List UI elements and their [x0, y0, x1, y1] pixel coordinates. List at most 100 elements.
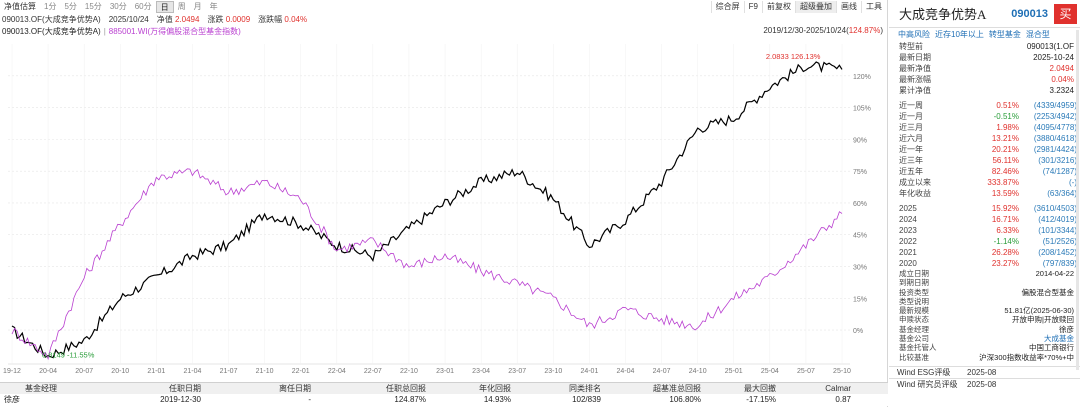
year-row-rank[interactable]: (51/2526)	[1042, 237, 1077, 246]
cell-start-date: 2019-12-30	[160, 395, 201, 404]
tab-60min[interactable]: 60分	[134, 2, 152, 11]
series-line-index[interactable]	[11, 168, 843, 361]
col-manager[interactable]: 基金经理	[25, 384, 57, 393]
series-line-fund[interactable]	[11, 61, 843, 359]
year-row-value: 6.33%	[996, 226, 1019, 235]
tab-30min[interactable]: 30分	[109, 2, 127, 11]
col-max-drawdown[interactable]: 最大回撤	[744, 384, 776, 393]
table-row[interactable]: 徐彦 2019-12-30 - 124.87% 14.93% 102/839 1…	[0, 394, 888, 406]
tag-age[interactable]: 近存10年以上	[935, 30, 984, 39]
performance-chart[interactable]: 0% 15% 30% 45% 60% 75% 90% 105% 120% 19-12 20-04 20…	[0, 38, 888, 382]
detail-value[interactable]: 大成基金	[1044, 334, 1074, 344]
col-total-return[interactable]: 任职总回报	[386, 384, 426, 393]
period-row-rank[interactable]: (63/364)	[1047, 189, 1077, 198]
period-row[interactable]: 年化收益 13.59% (63/364)	[889, 188, 1080, 199]
basic-value: 3.2324	[1049, 86, 1074, 95]
table-header: 基金经理 任职日期 离任日期 任职总回报 年化回报 同类排名 超基准总回报 最大…	[0, 382, 888, 394]
year-row[interactable]: 2024 16.71% (412/4019)	[889, 214, 1080, 225]
buy-button[interactable]: 买	[1054, 3, 1077, 24]
year-row-rank[interactable]: (797/839)	[1042, 259, 1077, 268]
period-row[interactable]: 近三年 56.11% (301/3216)	[889, 155, 1080, 166]
side-scrollbar[interactable]	[1076, 30, 1079, 370]
x-tick-label: 25-07	[797, 368, 815, 375]
period-row-rank[interactable]: (2981/4424)	[1033, 145, 1077, 154]
period-row-label: 成立以来	[899, 178, 931, 187]
basic-value: 0.04%	[1051, 75, 1074, 84]
draw-line-button[interactable]: 画线	[836, 1, 861, 13]
year-row-rank[interactable]: (412/4019)	[1038, 215, 1077, 224]
period-row-rank[interactable]: (4339/4959)	[1033, 101, 1077, 110]
period-row[interactable]: 近六月 13.21% (3880/4618)	[889, 133, 1080, 144]
x-tick-label: 24-01	[580, 368, 598, 375]
year-row[interactable]: 2022 -1.14% (51/2526)	[889, 236, 1080, 247]
y-tick-label: 105%	[853, 106, 871, 113]
col-end-date[interactable]: 离任日期	[279, 384, 311, 393]
tab-5min[interactable]: 5分	[64, 2, 77, 11]
forward-adjust-button[interactable]: 前复权	[762, 1, 795, 13]
year-row-rank[interactable]: (208/1452)	[1038, 248, 1077, 257]
esg-row[interactable]: Wind ESG评级 2025-08	[889, 365, 1080, 378]
tab-15min[interactable]: 15分	[84, 2, 102, 11]
change-value: 0.0009	[225, 15, 251, 24]
max-annotation: 2.0833 126.13%	[766, 52, 821, 61]
period-row[interactable]: 近一年 20.21% (2981/4424)	[889, 144, 1080, 155]
y-tick-label: 45%	[853, 233, 867, 240]
year-row-rank[interactable]: (101/3344)	[1038, 226, 1077, 235]
change-pct-label: 涨跌幅	[258, 15, 283, 24]
year-row-rank[interactable]: (3610/4503)	[1033, 204, 1077, 213]
detail-value	[944, 297, 1074, 306]
col-annual-return[interactable]: 年化回报	[479, 384, 511, 393]
col-start-date[interactable]: 任职日期	[169, 384, 201, 393]
tab-week[interactable]: 周	[177, 2, 186, 11]
x-tick-label: 25-04	[761, 368, 779, 375]
period-row[interactable]: 成立以来 333.87% (-)	[889, 177, 1080, 188]
period-row-rank[interactable]: (4095/4778)	[1033, 123, 1077, 132]
period-row[interactable]: 近一月 -0.51% (2253/4942)	[889, 111, 1080, 122]
period-row[interactable]: 近五年 82.46% (74/1287)	[889, 166, 1080, 177]
manager-table: 基金经理 任职日期 离任日期 任职总回报 年化回报 同类排名 超基准总回报 最大…	[0, 382, 888, 406]
detail-key: 投资类型	[899, 287, 929, 297]
tab-year[interactable]: 年	[209, 2, 218, 11]
tag-transform[interactable]: 转型基金	[988, 30, 1021, 39]
period-row-rank[interactable]: (3880/4618)	[1033, 134, 1077, 143]
detail-row: 比较基准 沪深300指数收益率*70%+中	[889, 353, 1080, 362]
col-rank[interactable]: 同类排名	[569, 384, 601, 393]
basic-value: 090013(1.OF	[1026, 42, 1074, 51]
cell-total-return: 124.87%	[394, 395, 426, 404]
tab-nav-estimate[interactable]: 净值估算	[4, 2, 36, 11]
y-tick-label: 90%	[853, 137, 867, 144]
tag-risk[interactable]: 中高风险	[898, 30, 930, 39]
esg-row[interactable]: Wind 研究员评级 2025-08	[889, 377, 1080, 390]
year-row[interactable]: 2020 23.27% (797/839)	[889, 258, 1080, 269]
y-tick-label: 0%	[853, 328, 863, 335]
period-row[interactable]: 近三月 1.98% (4095/4778)	[889, 122, 1080, 133]
tab-month[interactable]: 月	[193, 2, 202, 11]
legend-series-index[interactable]: 885001.WI(万得偏股混合型基金指数)	[108, 27, 241, 36]
legend-series-fund[interactable]: 090013.OF(大成竞争优势A)	[2, 27, 101, 36]
period-row-rank[interactable]: (74/1287)	[1042, 167, 1077, 176]
year-row-label: 2022	[899, 237, 917, 246]
tab-day[interactable]: 日	[155, 1, 174, 13]
f9-button[interactable]: F9	[743, 1, 762, 13]
year-row[interactable]: 2023 6.33% (101/3344)	[889, 225, 1080, 236]
fund-code[interactable]: 090013	[1011, 7, 1048, 20]
detail-value: 徐彦	[1059, 324, 1074, 334]
year-row-label: 2021	[899, 248, 917, 257]
tools-button[interactable]: 工具	[861, 1, 886, 13]
period-row-rank[interactable]: (-)	[1069, 178, 1077, 187]
detail-value: 51.81亿(2025-06-30)	[1004, 306, 1074, 316]
year-row[interactable]: 2025 15.92% (3610/4503)	[889, 203, 1080, 214]
col-calmar[interactable]: Calmar	[825, 384, 851, 393]
period-row[interactable]: 近一周 0.51% (4339/4959)	[889, 100, 1080, 111]
year-row-label: 2024	[899, 215, 917, 224]
col-excess-return[interactable]: 超基准总回报	[653, 384, 701, 393]
nav-label: 净值	[156, 15, 173, 24]
tab-1min[interactable]: 1分	[44, 2, 57, 11]
detail-row: 类型说明	[889, 297, 1080, 306]
tag-type[interactable]: 混合型	[1025, 30, 1050, 39]
super-overlay-button[interactable]: 超级叠加	[795, 1, 836, 13]
period-row-rank[interactable]: (2253/4942)	[1033, 112, 1077, 121]
year-row[interactable]: 2021 26.28% (208/1452)	[889, 247, 1080, 258]
composite-screen-button[interactable]: 综合屏	[710, 1, 744, 13]
period-row-rank[interactable]: (301/3216)	[1038, 156, 1077, 165]
